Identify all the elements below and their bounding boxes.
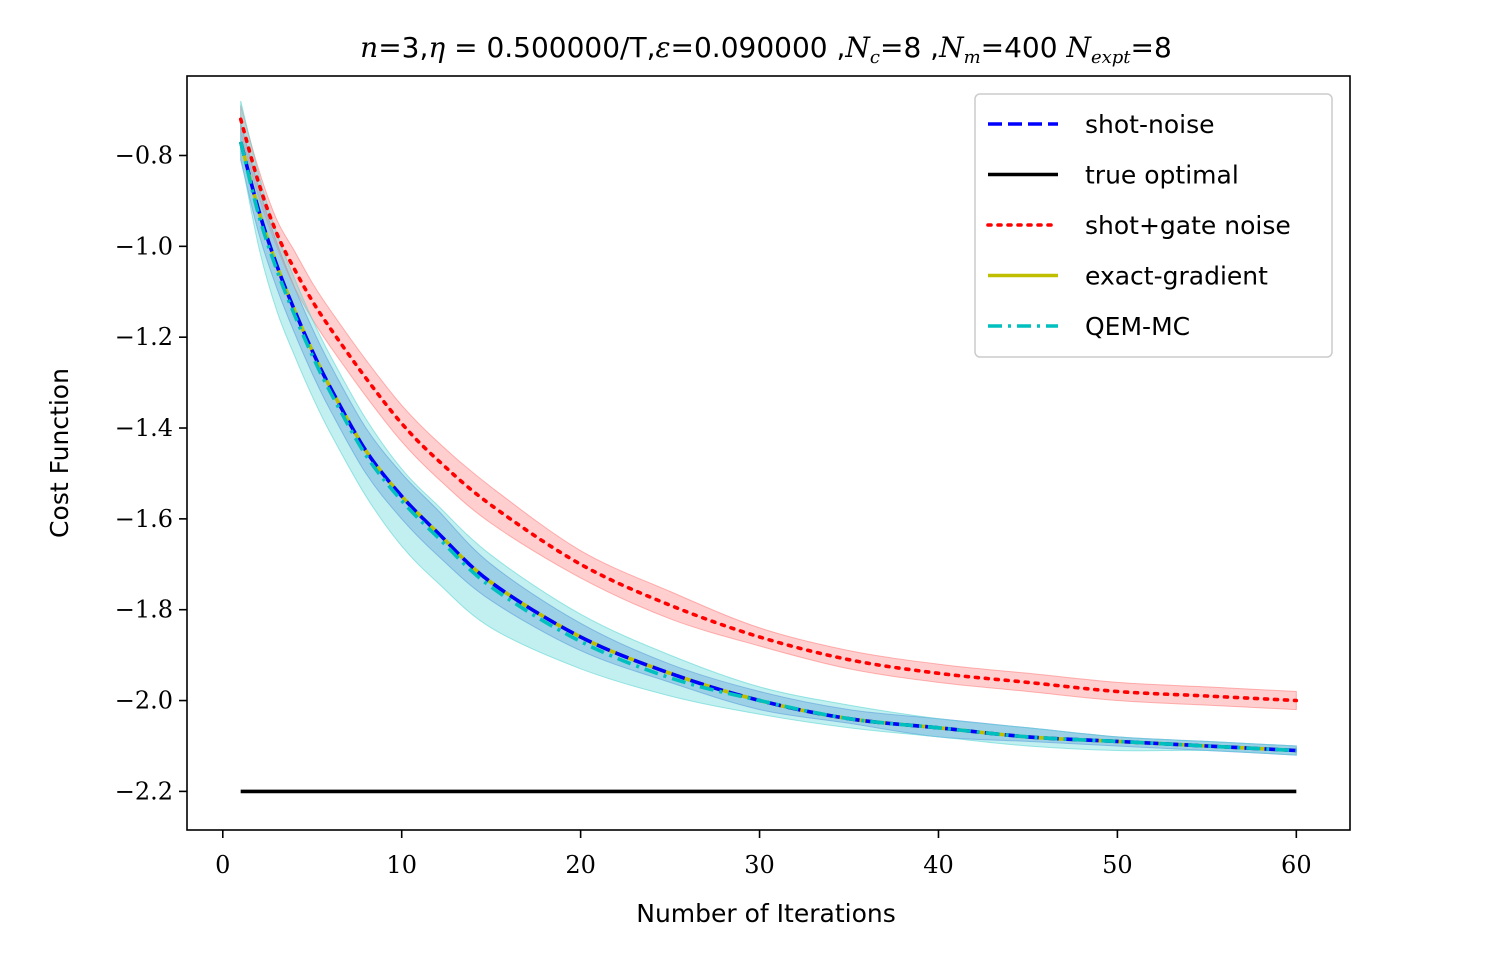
title-nc-value: =8 , [880, 31, 939, 64]
x-tick-label: 50 [1102, 851, 1133, 879]
x-axis-label: Number of Iterations [636, 899, 896, 928]
x-tick-label: 40 [923, 851, 954, 879]
y-axis-label: Cost Function [45, 368, 74, 538]
legend-items: shot-noise true optimal shot+gate noise exa… [986, 110, 1291, 341]
title-nm-sub: m [964, 47, 981, 68]
legend: shot-noise true optimal shot+gate noise exa… [974, 93, 1333, 358]
x-tick-label: 60 [1281, 851, 1312, 879]
title-nc: N [844, 31, 871, 64]
legend-label-true-optimal: true optimal [1085, 161, 1239, 190]
title-nc-sub: c [870, 47, 880, 68]
shot-gate-noise-line [238, 117, 1299, 703]
x-tick-label: 0 [215, 851, 230, 879]
y-axis-ticks: −0.8 −1.0 −1.2 −1.4 −1.6 −1.8 −2.0 −2.2 [115, 141, 187, 805]
title-nexpt-value: =8 [1131, 31, 1172, 64]
x-axis-ticks: 0 10 20 30 40 50 60 [215, 830, 1312, 879]
x-tick-label: 10 [386, 851, 417, 879]
title-epsilon: ε [656, 31, 671, 64]
title-nm-value: =400 [981, 31, 1067, 64]
y-tick-label: −2.0 [115, 687, 173, 715]
legend-label-qem-mc: QEM-MC [1085, 312, 1190, 341]
x-tick-label: 20 [565, 851, 596, 879]
y-tick-label: −1.2 [115, 323, 173, 351]
title-nexpt: N [1065, 31, 1092, 64]
series-lines [238, 117, 1299, 794]
y-tick-label: −2.2 [115, 777, 173, 805]
chart-title: n=3,η = 0.500000/T,ε=0.090000 ,Nc=8 ,Nm=… [360, 31, 1172, 68]
y-tick-label: −1.6 [115, 505, 173, 533]
title-eta-value: = 0.500000/T, [445, 31, 655, 64]
y-tick-label: −0.8 [115, 141, 173, 169]
title-epsilon-value: =0.090000 , [671, 31, 846, 64]
legend-label-exact-gradient: exact-gradient [1085, 262, 1268, 291]
title-n: n [360, 31, 378, 64]
y-tick-label: −1.8 [115, 596, 173, 624]
legend-box [974, 93, 1333, 358]
legend-label-shot-noise: shot-noise [1085, 110, 1214, 139]
y-tick-label: −1.0 [115, 232, 173, 260]
title-eta: η [428, 31, 445, 64]
y-tick-label: −1.4 [115, 414, 173, 442]
title-nm: N [938, 31, 965, 64]
qem-mc-line [238, 141, 1297, 753]
title-nexpt-sub: expt [1091, 47, 1131, 68]
x-tick-label: 30 [744, 851, 775, 879]
shot-gate-noise-band [240, 105, 1297, 711]
title-n-value: =3, [378, 31, 428, 64]
axes-frame [186, 75, 1351, 831]
legend-label-shot-gate-noise: shot+gate noise [1085, 211, 1291, 240]
